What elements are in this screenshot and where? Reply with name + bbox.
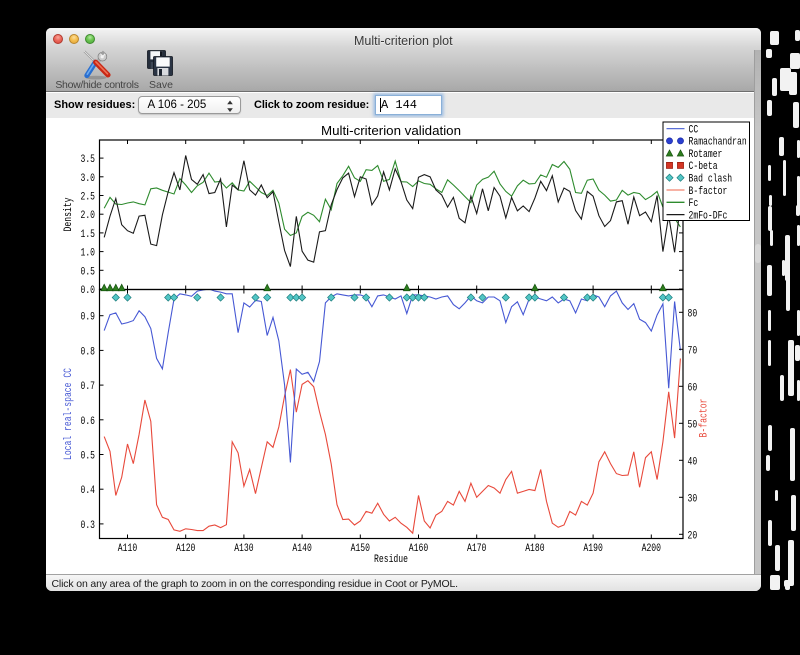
svg-text:60: 60 (688, 382, 698, 394)
svg-text:70: 70 (688, 345, 698, 357)
svg-text:A200: A200 (642, 543, 661, 555)
svg-text:Rotamer: Rotamer (689, 149, 723, 161)
svg-text:40: 40 (688, 456, 698, 468)
svg-text:Ramachandran: Ramachandran (689, 137, 747, 149)
svg-text:0.6: 0.6 (81, 416, 96, 428)
svg-text:0.4: 0.4 (81, 485, 96, 497)
svg-text:0.5: 0.5 (81, 266, 96, 278)
svg-text:0.5: 0.5 (81, 451, 96, 463)
svg-text:2.5: 2.5 (81, 192, 96, 204)
svg-text:0.9: 0.9 (81, 312, 96, 324)
svg-text:Bad clash: Bad clash (689, 174, 733, 186)
svg-text:CC: CC (689, 124, 699, 136)
svg-text:B-factor: B-factor (689, 186, 728, 198)
svg-text:A180: A180 (525, 543, 544, 555)
svg-text:0.0: 0.0 (81, 285, 96, 297)
svg-text:3.5: 3.5 (81, 154, 96, 166)
svg-text:A110: A110 (118, 543, 137, 555)
svg-text:3.0: 3.0 (81, 173, 96, 185)
svg-text:1.5: 1.5 (81, 229, 96, 241)
svg-text:Multi-criterion validation: Multi-criterion validation (321, 123, 461, 138)
svg-text:A140: A140 (292, 543, 311, 555)
svg-text:80: 80 (688, 308, 698, 320)
svg-text:0.3: 0.3 (81, 520, 96, 532)
svg-text:Local real-space CC: Local real-space CC (63, 368, 75, 460)
svg-text:0.7: 0.7 (81, 381, 96, 393)
svg-text:2.0: 2.0 (81, 210, 96, 222)
svg-text:A130: A130 (234, 543, 253, 555)
svg-text:A170: A170 (467, 543, 486, 555)
svg-text:A160: A160 (409, 543, 428, 555)
svg-text:50: 50 (688, 419, 698, 431)
svg-text:20: 20 (688, 530, 698, 542)
svg-text:Fc: Fc (689, 198, 699, 210)
svg-text:A190: A190 (583, 543, 602, 555)
svg-text:Residue: Residue (374, 554, 408, 566)
svg-text:Density: Density (63, 197, 75, 231)
svg-text:1.0: 1.0 (81, 248, 96, 260)
svg-text:B-factor: B-factor (699, 399, 711, 438)
svg-text:A120: A120 (176, 543, 195, 555)
svg-text:30: 30 (688, 493, 698, 505)
svg-text:0.8: 0.8 (81, 346, 96, 358)
svg-text:C-beta: C-beta (689, 161, 718, 173)
svg-text:A150: A150 (351, 543, 370, 555)
svg-text:2mFo-DFc: 2mFo-DFc (689, 210, 728, 222)
